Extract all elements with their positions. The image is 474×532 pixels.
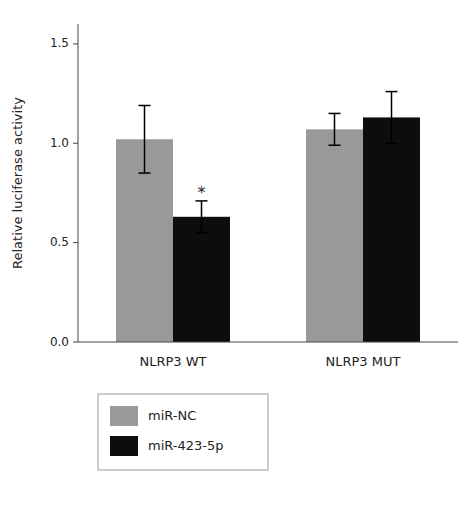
- error-stem: [391, 92, 393, 144]
- y-axis-line: [78, 24, 79, 342]
- page: {"chart_data": {"type": "bar", "categori…: [0, 0, 474, 532]
- category-label: NLRP3 MUT: [326, 354, 401, 369]
- error-bar: [386, 92, 398, 144]
- chart: 0.0 0.5 1.0 1.5 Relative luciferase activity…: [0, 0, 474, 532]
- error-bar: [139, 105, 151, 173]
- bar: [363, 117, 420, 342]
- significance-marker: *: [198, 183, 206, 202]
- tick-mark: [73, 143, 78, 144]
- tick-mark: [73, 43, 78, 44]
- legend-frame: [98, 394, 268, 470]
- legend: miR-NC miR-423-5p: [98, 394, 268, 470]
- x-axis-line: [78, 342, 458, 343]
- error-stem: [201, 201, 203, 233]
- bars: [116, 92, 420, 342]
- error-cap: [329, 113, 341, 115]
- error-cap: [329, 144, 341, 146]
- tick-mark: [73, 342, 78, 343]
- tick-label: 0.0: [50, 335, 69, 349]
- legend-swatch: [110, 406, 138, 426]
- tick-label: 0.5: [50, 235, 69, 249]
- tick-label: 1.0: [50, 136, 69, 150]
- bar: [306, 129, 363, 342]
- category-label: NLRP3 WT: [139, 354, 206, 369]
- tick-label: 1.5: [50, 36, 69, 50]
- bar: [173, 217, 230, 342]
- error-cap: [139, 105, 151, 107]
- error-bar: [196, 201, 208, 233]
- y-axis: 0.0 0.5 1.0 1.5: [50, 24, 78, 349]
- error-cap: [196, 232, 208, 234]
- error-stem: [334, 113, 336, 145]
- legend-label: miR-NC: [148, 408, 196, 423]
- tick-mark: [73, 242, 78, 243]
- error-cap: [139, 172, 151, 174]
- error-cap: [386, 143, 398, 145]
- error-bar: [329, 113, 341, 145]
- y-axis-label: Relative luciferase activity: [10, 97, 25, 269]
- legend-swatch: [110, 436, 138, 456]
- error-cap: [386, 91, 398, 93]
- error-stem: [144, 105, 146, 173]
- legend-label: miR-423-5p: [148, 438, 224, 453]
